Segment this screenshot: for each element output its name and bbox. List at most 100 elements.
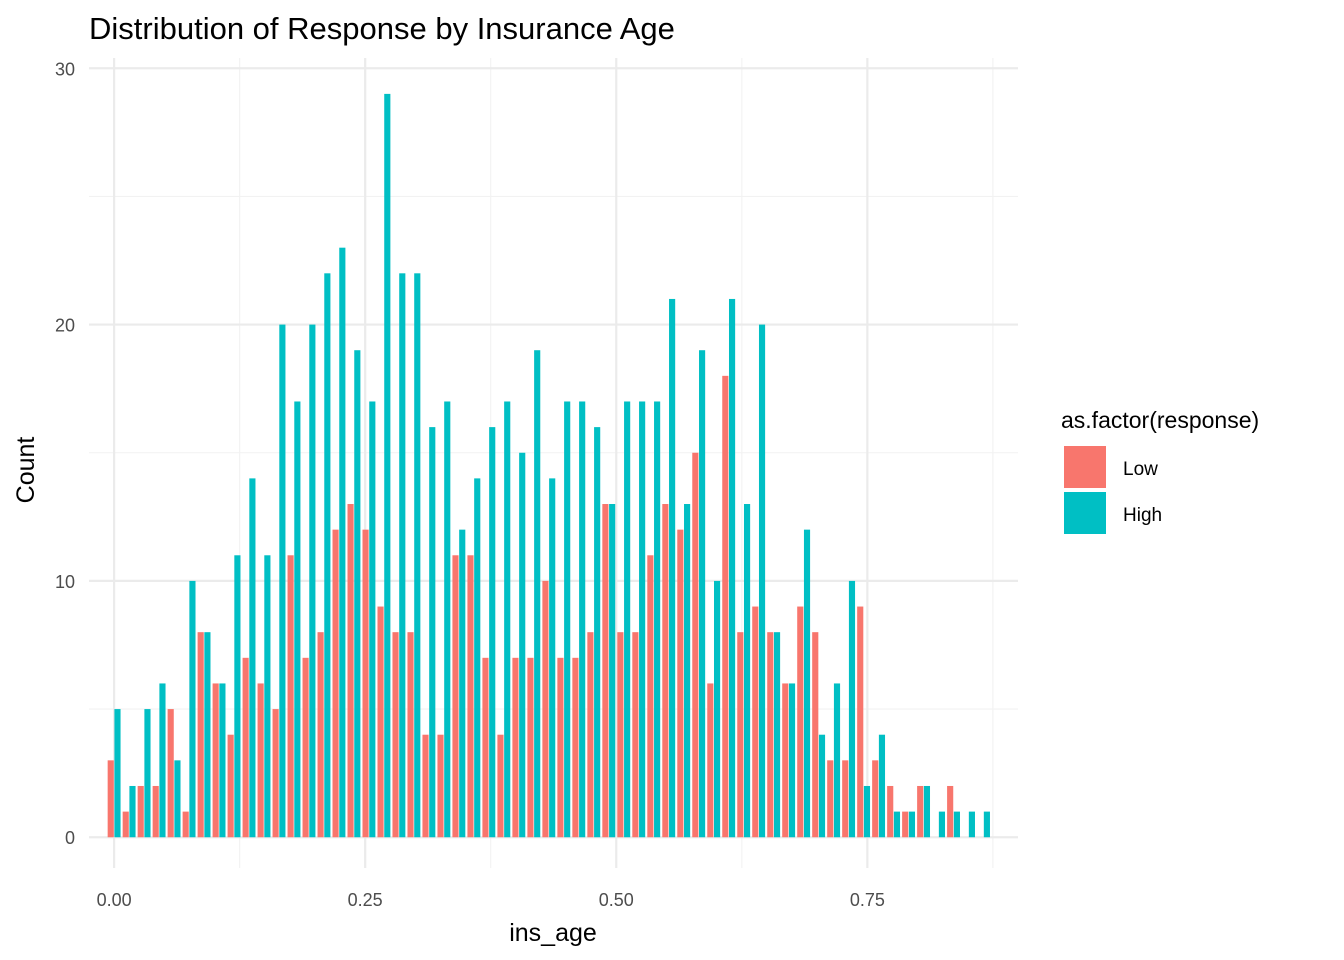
bar-high [339, 247, 346, 838]
bar-high [399, 273, 406, 838]
bar-low [917, 785, 924, 838]
bar-high [908, 811, 916, 838]
bar-high [264, 555, 271, 838]
bar-low [857, 606, 864, 838]
bar-low [737, 632, 744, 838]
bar-high [609, 504, 616, 838]
bar-high [639, 401, 646, 838]
bar-high [818, 734, 826, 838]
bar-low [137, 785, 144, 838]
y-tick-label: 20 [55, 316, 75, 336]
bar-low [392, 632, 399, 838]
bar-low [362, 529, 369, 838]
bar-low [122, 811, 129, 838]
bar-low [692, 452, 699, 838]
bar-low [812, 632, 819, 838]
bar-high [953, 811, 960, 838]
bar-low [242, 657, 249, 838]
bar-low [632, 632, 639, 838]
x-axis-title: ins_age [509, 919, 597, 947]
bar-high [564, 401, 571, 838]
bar-low [767, 632, 774, 838]
bar-high [743, 504, 751, 838]
bar-high [279, 324, 286, 838]
legend-swatch-low [1064, 446, 1106, 488]
bar-low [497, 734, 504, 838]
bar-high [444, 401, 451, 838]
bar-low [272, 709, 279, 838]
bar-low [512, 657, 519, 838]
bar-high [489, 427, 496, 838]
y-tick-label: 10 [55, 572, 75, 592]
bar-high [893, 811, 901, 838]
bar-high [384, 93, 391, 838]
bar-high [788, 683, 796, 838]
bar-low [542, 580, 549, 838]
bar-high [773, 632, 781, 838]
bar-low [167, 709, 174, 838]
x-tick-label: 0.75 [850, 890, 885, 910]
bar-low [707, 683, 714, 838]
bar-high [504, 401, 511, 838]
bar-low [197, 632, 204, 838]
x-tick-label: 0.25 [348, 890, 383, 910]
bar-high [219, 683, 226, 838]
bar-high [129, 785, 136, 838]
y-axis-title: Count [12, 437, 40, 504]
bar-high [938, 811, 946, 838]
legend-title: as.factor(response) [1061, 407, 1259, 433]
bar-high [579, 401, 586, 838]
bar-low [212, 683, 219, 838]
bar-high [833, 683, 841, 838]
bar-high [654, 401, 661, 838]
bar-high [713, 580, 721, 838]
bar-low [587, 632, 594, 838]
bar-high [204, 632, 211, 838]
bar-low [782, 683, 789, 838]
bar-low [347, 504, 354, 838]
bar-low [752, 606, 759, 838]
bar-high [324, 273, 331, 838]
legend-label-low: Low [1123, 459, 1158, 480]
legend-swatch-high [1064, 492, 1106, 534]
bar-high [848, 580, 856, 838]
bar-high [878, 734, 886, 838]
bar-high [474, 478, 481, 838]
bar-high [983, 811, 990, 838]
bar-low [947, 785, 954, 838]
bar-high [803, 529, 811, 838]
bar-high [669, 298, 676, 838]
bar-low [332, 529, 339, 838]
bar-low [467, 555, 474, 838]
bar-high [684, 504, 691, 838]
tick-labels: 0.00 0.25 0.50 0.75 0 10 20 30 [55, 59, 885, 910]
bar-high [114, 709, 121, 838]
bar-high [174, 760, 181, 838]
bar-low [287, 555, 294, 838]
bar-low [617, 632, 624, 838]
bar-low [227, 734, 234, 838]
bar-low [317, 632, 324, 838]
bar-low [302, 657, 309, 838]
x-tick-label: 0.00 [97, 890, 132, 910]
bar-low [482, 657, 489, 838]
bar-low [797, 606, 804, 838]
bar-low [647, 555, 654, 838]
bar-high [369, 401, 376, 838]
bar-high [624, 401, 631, 838]
bar-low [452, 555, 459, 838]
legend-label-high: High [1123, 505, 1162, 526]
x-tick-label: 0.50 [599, 890, 634, 910]
bar-low [902, 811, 909, 838]
legend-items: Low High [1064, 446, 1162, 534]
bar-high [189, 580, 196, 838]
bar-low [527, 657, 534, 838]
bar-low [557, 657, 564, 838]
bar-high [699, 350, 706, 838]
bar-high [354, 350, 361, 838]
bar-high [863, 785, 871, 838]
legend: as.factor(response) Low High [1061, 407, 1259, 534]
bar-high [294, 401, 301, 838]
bar-low [152, 785, 159, 838]
